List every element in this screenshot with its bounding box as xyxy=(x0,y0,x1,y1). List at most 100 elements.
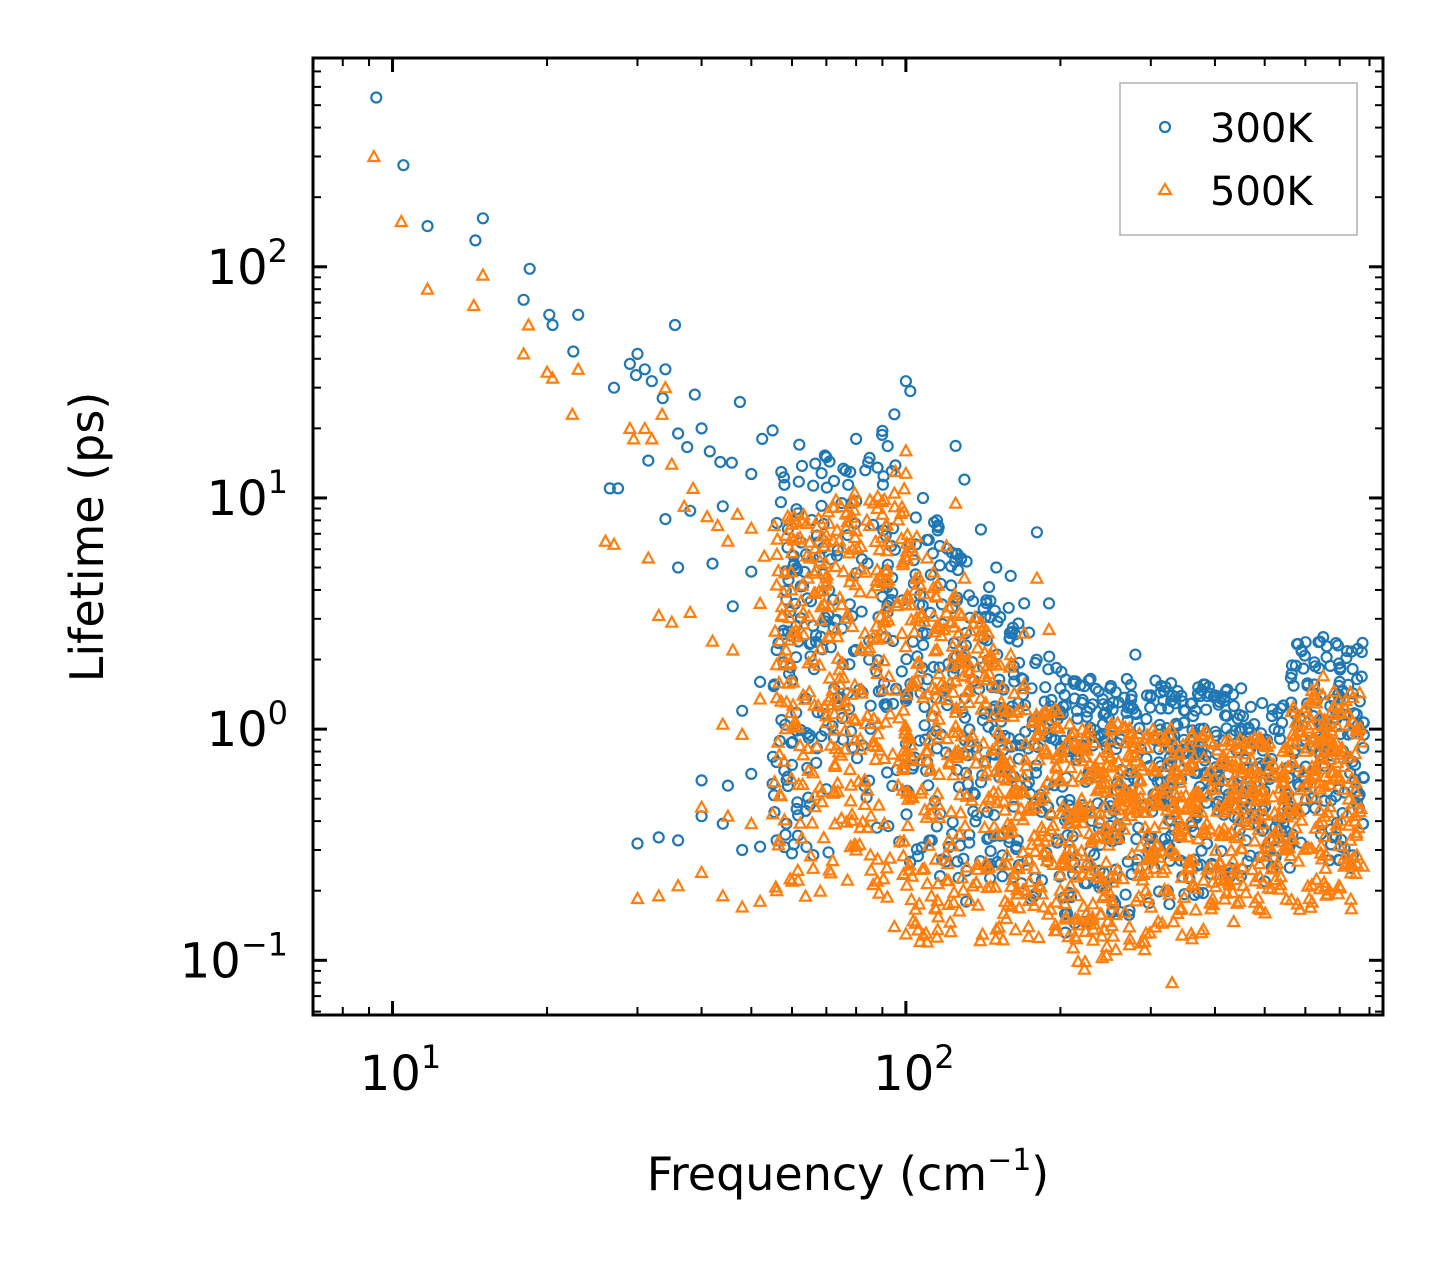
data-point-500k xyxy=(694,799,709,813)
data-point-500k xyxy=(1031,726,1047,740)
data-point-500k xyxy=(990,784,1006,799)
data-point-500k xyxy=(805,765,821,779)
data-point-500k xyxy=(924,707,940,722)
y-tick-label: 10−1 xyxy=(180,925,288,989)
data-point-500k xyxy=(927,624,942,638)
data-point-500k xyxy=(1179,761,1194,775)
data-point-500k xyxy=(1026,860,1042,874)
data-point-500k xyxy=(1287,806,1303,820)
data-point-500k xyxy=(831,694,847,708)
data-point-500k xyxy=(821,515,837,529)
data-point-500k xyxy=(988,826,1003,841)
data-point-500k xyxy=(793,593,809,607)
data-point-500k xyxy=(822,670,837,684)
data-point-300k xyxy=(946,816,959,829)
data-point-500k xyxy=(1039,774,1055,788)
data-point-300k xyxy=(1186,697,1199,710)
data-point-500k xyxy=(946,724,961,739)
data-point-500k xyxy=(1067,911,1083,925)
x-axis-label-end: ) xyxy=(1031,1147,1049,1201)
data-point-300k xyxy=(642,454,655,467)
data-point-500k xyxy=(1265,789,1281,803)
data-point-500k xyxy=(743,520,759,534)
data-point-500k xyxy=(1139,804,1154,818)
data-point-500k xyxy=(1182,813,1198,828)
data-point-500k xyxy=(953,805,968,819)
data-point-500k xyxy=(881,572,896,586)
data-point-500k xyxy=(911,752,927,767)
data-point-500k xyxy=(878,599,894,614)
data-point-500k xyxy=(933,690,948,705)
data-point-300k xyxy=(695,422,708,435)
data-point-300k xyxy=(870,664,883,678)
data-point-500k xyxy=(803,848,818,862)
data-point-300k xyxy=(1067,675,1080,688)
data-point-500k xyxy=(945,647,961,662)
data-point-500k xyxy=(1115,718,1131,733)
data-point-500k xyxy=(1253,848,1269,862)
data-point-300k xyxy=(1149,674,1162,687)
data-point-300k xyxy=(1267,834,1281,847)
data-point-300k xyxy=(984,844,997,858)
data-point-300k xyxy=(969,815,982,828)
data-point-300k xyxy=(875,428,889,441)
data-point-500k xyxy=(1216,804,1232,818)
data-point-500k xyxy=(1165,747,1181,761)
data-point-500k xyxy=(870,873,885,887)
data-point-500k xyxy=(834,810,849,824)
data-point-500k xyxy=(651,888,667,902)
data-point-300k xyxy=(881,440,894,453)
data-point-500k xyxy=(730,506,745,520)
data-point-500k xyxy=(942,614,958,629)
data-point-500k xyxy=(1236,813,1252,828)
data-point-300k xyxy=(807,479,820,492)
data-point-500k xyxy=(1128,764,1143,779)
data-point-500k xyxy=(1002,824,1017,839)
data-point-500k xyxy=(931,766,947,781)
data-point-500k xyxy=(1200,787,1215,802)
data-point-500k xyxy=(715,888,731,902)
data-point-500k xyxy=(1168,761,1184,776)
data-point-500k xyxy=(865,733,881,748)
data-point-500k xyxy=(890,777,906,792)
data-point-500k xyxy=(843,793,858,807)
data-point-500k xyxy=(828,492,844,506)
data-point-500k xyxy=(776,753,792,767)
data-point-500k xyxy=(1257,790,1273,805)
data-point-300k xyxy=(703,445,716,458)
data-point-500k xyxy=(959,684,975,698)
data-point-500k xyxy=(1068,931,1084,945)
data-point-500k xyxy=(1296,728,1312,742)
data-point-500k xyxy=(521,317,536,331)
data-point-500k xyxy=(1245,735,1261,749)
data-point-300k xyxy=(778,478,791,491)
data-point-300k xyxy=(820,451,833,464)
data-point-300k xyxy=(996,870,1009,883)
data-point-500k xyxy=(1021,892,1037,907)
data-point-500k xyxy=(1117,904,1133,918)
data-point-500k xyxy=(965,878,981,892)
data-point-300k xyxy=(1140,712,1153,726)
data-point-300k xyxy=(785,847,799,860)
data-point-300k xyxy=(977,602,990,615)
data-point-500k xyxy=(957,818,973,832)
data-point-500k xyxy=(804,815,820,829)
data-point-500k xyxy=(980,763,995,777)
data-point-300k xyxy=(766,750,780,763)
data-point-500k xyxy=(1008,922,1023,936)
data-point-500k xyxy=(988,656,1004,671)
data-point-500k xyxy=(1164,775,1179,790)
data-point-500k xyxy=(921,732,937,746)
data-point-300k xyxy=(370,91,383,104)
data-point-500k xyxy=(654,406,670,420)
data-point-500k xyxy=(1300,878,1316,892)
data-point-500k xyxy=(954,870,970,884)
data-point-500k xyxy=(1329,718,1345,733)
data-point-500k xyxy=(988,931,1004,945)
data-point-500k xyxy=(1027,843,1043,858)
data-point-500k xyxy=(475,267,491,281)
data-point-300k xyxy=(958,473,971,486)
data-point-500k xyxy=(1132,860,1148,875)
data-point-500k xyxy=(1123,801,1139,816)
data-point-300k xyxy=(1004,569,1017,583)
